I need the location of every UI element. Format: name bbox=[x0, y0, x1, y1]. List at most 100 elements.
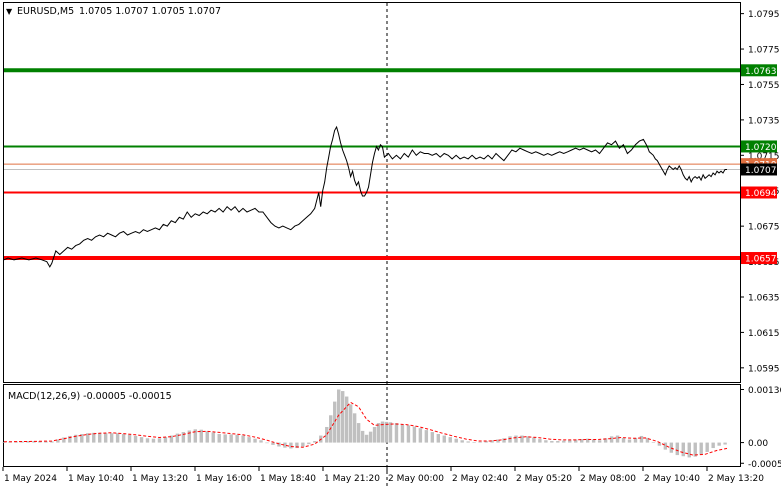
macd-bar bbox=[151, 438, 156, 443]
macd-bar bbox=[86, 433, 90, 443]
level-tag-label: 1.0657 bbox=[745, 255, 777, 265]
price-series bbox=[3, 125, 727, 268]
price-tick-label: 1.0595 bbox=[748, 364, 780, 374]
macd-bar bbox=[271, 442, 275, 445]
macd-bar bbox=[235, 434, 239, 443]
macd-bar bbox=[340, 391, 345, 443]
macd-bar bbox=[508, 436, 512, 443]
macd-bar bbox=[98, 432, 102, 443]
time-axis: 1 May 2024 1 May 10:40 1 May 13:20 1 May 16… bbox=[2, 467, 764, 484]
macd-bar bbox=[687, 442, 691, 458]
symbol-label: EURUSD,M5 bbox=[17, 6, 74, 17]
macd-bar bbox=[139, 437, 144, 443]
macd-bar bbox=[460, 440, 464, 443]
macd-bar bbox=[26, 441, 30, 443]
macd-bar bbox=[580, 439, 584, 443]
macd-bar bbox=[621, 437, 626, 443]
macd-tick-label: 0.00 bbox=[748, 439, 768, 449]
macd-bar bbox=[229, 434, 233, 443]
level-tag-label: 1.0763 bbox=[745, 67, 777, 77]
macd-bar bbox=[436, 434, 441, 443]
macd-bar bbox=[484, 441, 488, 443]
macd-bar bbox=[412, 426, 417, 443]
price-tick-label: 1.0635 bbox=[748, 293, 780, 303]
level-tag-label: 1.0720 bbox=[745, 143, 777, 153]
macd-panel-frame bbox=[3, 384, 741, 467]
macd-bar bbox=[187, 430, 192, 443]
macd-bar bbox=[376, 423, 381, 443]
macd-bar bbox=[62, 437, 66, 443]
macd-bar bbox=[68, 435, 72, 443]
price-tick-label: 1.0675 bbox=[748, 223, 780, 233]
macd-bar bbox=[145, 438, 150, 443]
macd-bar bbox=[103, 433, 108, 443]
macd-bar bbox=[711, 442, 715, 449]
time-tick-label: 2 May 10:40 bbox=[644, 474, 700, 484]
macd-bar bbox=[609, 436, 614, 443]
macd-bar bbox=[651, 442, 656, 443]
macd-bar bbox=[514, 435, 518, 443]
macd-bar bbox=[380, 421, 385, 443]
macd-bar bbox=[360, 430, 365, 443]
macd-bar bbox=[372, 426, 377, 443]
macd-bar bbox=[538, 439, 542, 443]
macd-bar bbox=[466, 441, 470, 443]
macd-bar bbox=[193, 429, 198, 443]
macd-bar bbox=[478, 441, 482, 443]
macd-bar bbox=[384, 421, 389, 443]
time-tick-label: 1 May 16:00 bbox=[196, 474, 252, 484]
macd-bar bbox=[472, 442, 476, 443]
level-tag bbox=[741, 140, 777, 153]
price-tick-label: 1.0775 bbox=[748, 46, 780, 56]
macd-bar bbox=[406, 425, 411, 443]
macd-bar bbox=[157, 438, 162, 443]
macd-bar bbox=[265, 442, 269, 444]
macd-bar bbox=[717, 442, 721, 446]
macd-bar bbox=[20, 441, 24, 443]
macd-bar bbox=[253, 438, 257, 443]
price-tick-label: 1.0755 bbox=[748, 81, 780, 91]
macd-bar bbox=[2, 442, 6, 443]
macd-bar bbox=[32, 441, 36, 443]
macd-bar bbox=[199, 429, 203, 443]
macd-bar bbox=[591, 439, 596, 443]
macd-bar bbox=[80, 434, 84, 443]
price-tick-label: 1.0615 bbox=[748, 329, 780, 339]
macd-bar bbox=[418, 428, 423, 443]
macd-bar bbox=[448, 437, 452, 443]
macd-bar bbox=[56, 439, 60, 443]
macd-bar bbox=[307, 442, 311, 445]
macd-bar bbox=[211, 432, 215, 443]
macd-bar bbox=[301, 442, 305, 447]
time-tick-label: 2 May 05:20 bbox=[516, 474, 572, 484]
macd-bar bbox=[181, 432, 186, 443]
macd-bar bbox=[657, 442, 662, 446]
ohlc-readout: 1.0705 1.0707 1.0705 1.0707 bbox=[79, 6, 221, 17]
macd-bar bbox=[723, 442, 727, 445]
macd-bar bbox=[241, 435, 245, 443]
macd-bar bbox=[259, 440, 263, 443]
macd-bar bbox=[364, 434, 369, 443]
symbol-dropdown-arrow[interactable]: ▼ bbox=[6, 7, 13, 16]
macd-bar bbox=[400, 424, 405, 443]
time-tick-label: 2 May 02:40 bbox=[452, 474, 508, 484]
macd-bar bbox=[705, 442, 709, 452]
time-tick-label: 1 May 21:20 bbox=[324, 474, 380, 484]
macd-bar bbox=[544, 440, 548, 443]
macd-tick-label: -0.00053 bbox=[748, 460, 781, 470]
macd-bar bbox=[442, 435, 446, 443]
macd-bar bbox=[348, 404, 353, 443]
macd-bar bbox=[289, 442, 293, 449]
macd-bar bbox=[247, 437, 251, 443]
macd-bar bbox=[313, 441, 317, 443]
macd-bar bbox=[532, 437, 536, 443]
macd-bar bbox=[352, 413, 357, 443]
time-tick-label: 1 May 13:20 bbox=[132, 474, 188, 484]
bid-tag bbox=[741, 163, 777, 176]
macd-bar bbox=[223, 434, 227, 443]
macd-bar bbox=[639, 435, 644, 443]
macd-bar bbox=[115, 433, 120, 443]
macd-bar bbox=[520, 435, 524, 443]
macd-bar bbox=[217, 434, 221, 443]
